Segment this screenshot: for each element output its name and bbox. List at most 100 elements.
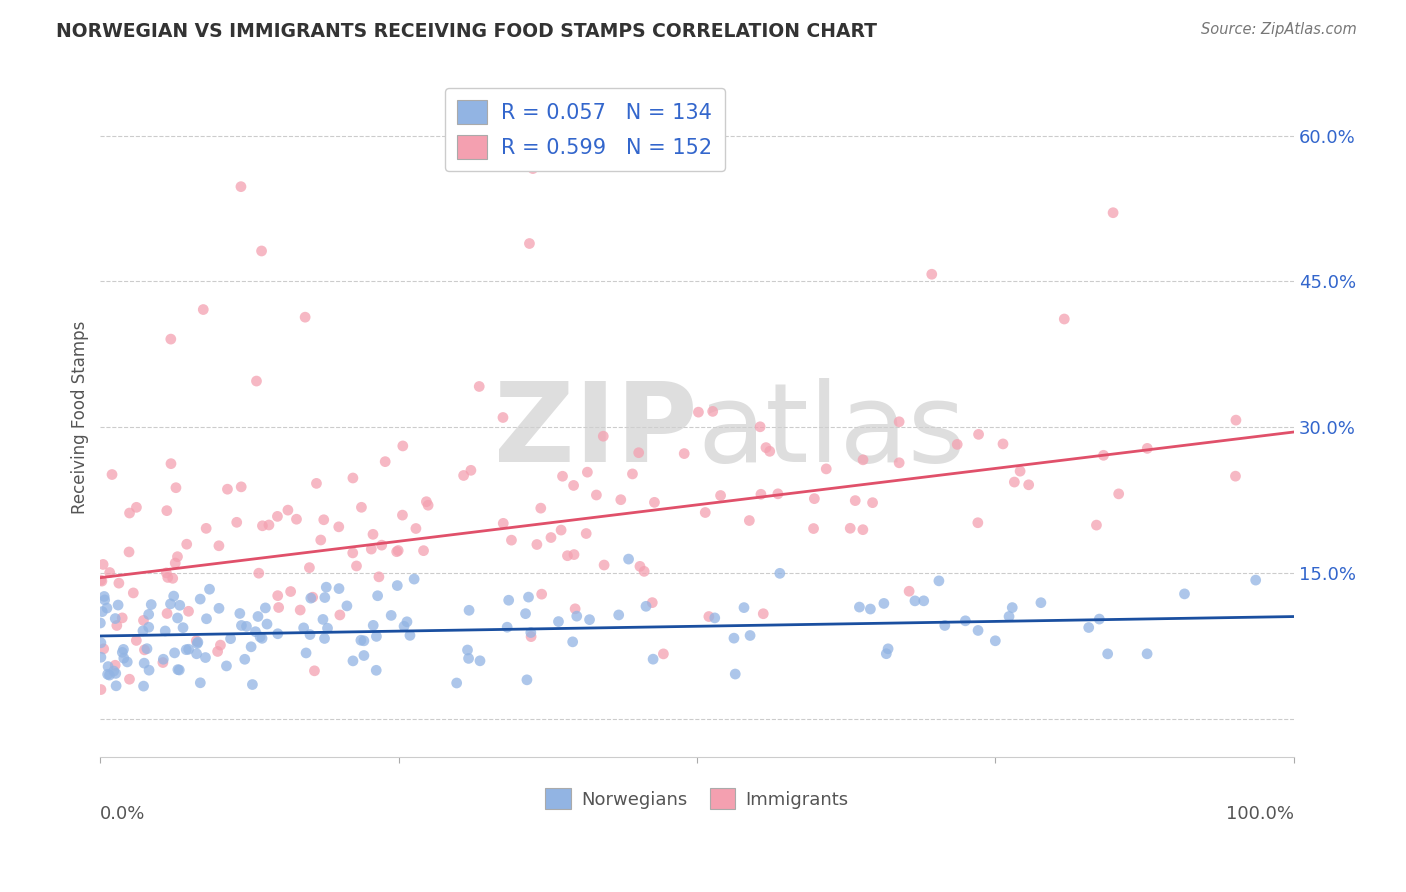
Point <box>198 582 221 597</box>
Point <box>873 596 896 610</box>
Point <box>292 621 315 635</box>
Point <box>550 523 572 537</box>
Point <box>90 636 112 650</box>
Point <box>250 632 273 646</box>
Point <box>125 500 148 515</box>
Point <box>304 664 326 678</box>
Point <box>530 587 553 601</box>
Point <box>1053 312 1076 326</box>
Point <box>350 633 373 648</box>
Point <box>361 618 384 632</box>
Point <box>844 493 866 508</box>
Point <box>652 647 675 661</box>
Point <box>134 656 156 670</box>
Point <box>172 621 194 635</box>
Point <box>316 621 339 635</box>
Legend: Norwegians, Immigrants: Norwegians, Immigrants <box>538 781 856 816</box>
Point <box>152 656 174 670</box>
Point <box>167 663 190 677</box>
Point <box>247 566 270 581</box>
Point <box>159 332 181 346</box>
Point <box>160 457 183 471</box>
Point <box>188 675 211 690</box>
Point <box>309 533 332 547</box>
Point <box>267 589 290 603</box>
Point <box>98 566 121 580</box>
Point <box>1088 612 1111 626</box>
Point <box>118 506 141 520</box>
Point <box>738 514 761 528</box>
Point <box>520 625 543 640</box>
Point <box>562 478 585 492</box>
Point <box>138 620 160 634</box>
Point <box>105 679 128 693</box>
Point <box>314 591 336 605</box>
Point <box>621 467 644 481</box>
Point <box>391 508 413 522</box>
Point <box>709 489 731 503</box>
Point <box>103 664 125 678</box>
Point <box>105 618 128 632</box>
Point <box>628 559 651 574</box>
Point <box>267 600 290 615</box>
Point <box>367 570 389 584</box>
Point <box>1077 620 1099 634</box>
Point <box>1225 469 1247 483</box>
Point <box>194 650 217 665</box>
Point <box>1097 647 1119 661</box>
Point <box>749 487 772 501</box>
Point <box>755 441 778 455</box>
Text: NORWEGIAN VS IMMIGRANTS RECEIVING FOOD STAMPS CORRELATION CHART: NORWEGIAN VS IMMIGRANTS RECEIVING FOOD S… <box>56 22 877 41</box>
Point <box>169 599 191 613</box>
Point <box>562 548 585 562</box>
Point <box>565 609 588 624</box>
Point <box>697 609 720 624</box>
Point <box>169 663 191 677</box>
Point <box>984 633 1007 648</box>
Point <box>1085 518 1108 533</box>
Point <box>93 593 115 607</box>
Point <box>122 586 145 600</box>
Point <box>526 537 548 551</box>
Point <box>934 618 956 632</box>
Point <box>155 624 177 638</box>
Point <box>90 574 112 588</box>
Point <box>575 526 598 541</box>
Point <box>111 645 134 659</box>
Point <box>617 552 640 566</box>
Point <box>633 565 655 579</box>
Point <box>353 633 375 648</box>
Point <box>152 652 174 666</box>
Point <box>457 651 479 665</box>
Point <box>366 629 388 643</box>
Point <box>250 244 273 258</box>
Point <box>138 607 160 622</box>
Point <box>209 638 232 652</box>
Point <box>592 429 614 443</box>
Point <box>177 604 200 618</box>
Point <box>852 523 875 537</box>
Point <box>641 596 664 610</box>
Point <box>186 647 208 661</box>
Point <box>1244 573 1267 587</box>
Point <box>578 613 600 627</box>
Point <box>520 630 543 644</box>
Point <box>246 609 269 624</box>
Point <box>118 672 141 686</box>
Point <box>285 512 308 526</box>
Point <box>187 635 209 649</box>
Point <box>387 578 409 592</box>
Point <box>163 646 186 660</box>
Point <box>91 605 114 619</box>
Point <box>298 560 321 574</box>
Point <box>540 531 562 545</box>
Point <box>703 611 725 625</box>
Point <box>111 611 134 625</box>
Point <box>898 584 921 599</box>
Point <box>1136 442 1159 456</box>
Point <box>1001 600 1024 615</box>
Point <box>404 572 426 586</box>
Point <box>346 558 368 573</box>
Point <box>155 566 177 580</box>
Point <box>186 636 208 650</box>
